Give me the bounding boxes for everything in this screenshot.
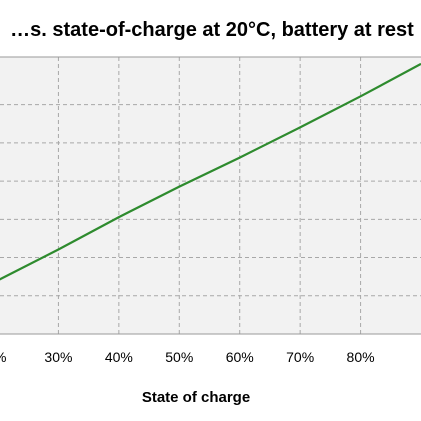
series-line-1 [0, 62, 421, 281]
x-tick-labels: % 30% 40% 50% 60% 70% 80% [0, 349, 375, 365]
x-tick-label: 60% [226, 349, 254, 365]
x-axis-label: State of charge [142, 389, 250, 406]
chart-title: …s. state-of-charge at 20°C, battery at … [10, 19, 414, 41]
x-tick-label: 70% [286, 349, 314, 365]
plot-area [0, 56, 421, 335]
x-tick-label: 80% [347, 349, 375, 365]
x-tick-label: 30% [44, 349, 72, 365]
x-tick-label: 50% [165, 349, 193, 365]
x-tick-label: 40% [105, 349, 133, 365]
plot-background [0, 57, 421, 334]
x-tick-label-partial: % [0, 349, 6, 365]
